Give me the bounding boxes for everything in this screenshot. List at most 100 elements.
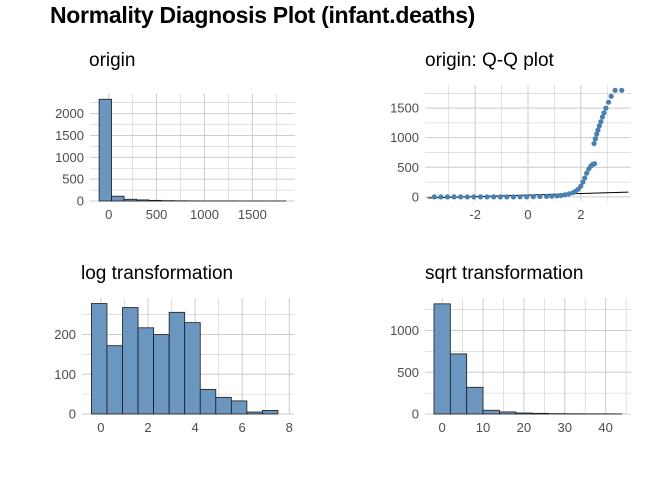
x-tick-label: 20 — [517, 420, 531, 435]
qq-point — [612, 87, 618, 93]
histogram-bar — [168, 311, 186, 415]
qq-point — [601, 110, 607, 116]
histogram-bar — [230, 400, 248, 415]
histogram-bar — [246, 411, 263, 415]
y-tick-label: 0 — [77, 194, 84, 209]
y-tick-label: 0 — [412, 189, 419, 204]
qq-point — [510, 194, 517, 200]
y-tick-label: 200 — [54, 327, 76, 342]
histogram-bar — [122, 307, 139, 415]
x-tick-label: 8 — [286, 420, 293, 435]
y-tick-label: 100 — [54, 367, 76, 382]
x-tick-label: 4 — [191, 420, 198, 435]
histogram-bar — [148, 199, 162, 202]
panel-title-qq: origin: Q-Q plot — [425, 50, 554, 71]
panel-title-sqrt: sqrt transformation — [425, 263, 584, 284]
qq-point — [605, 99, 612, 105]
qq-point — [603, 105, 609, 111]
y-tick-label: 1000 — [390, 130, 419, 145]
x-tick-label: 6 — [239, 420, 246, 435]
qq-point — [608, 93, 614, 99]
qq-point — [562, 192, 568, 198]
qq-point — [464, 194, 470, 200]
qq-point — [580, 179, 586, 185]
qq-point — [549, 193, 555, 199]
histogram-bar — [91, 303, 108, 415]
qq-point — [524, 194, 530, 200]
histogram-bar — [123, 198, 137, 202]
qq-point — [530, 194, 536, 200]
qq-point — [451, 194, 457, 200]
histogram-bar — [498, 411, 517, 415]
panel-origin: 0 500 1000 1500 0 500 1000 1500 2000 — [55, 94, 295, 222]
qq-point — [491, 194, 497, 200]
histogram-bar — [515, 412, 533, 415]
y-tick-label: 500 — [397, 160, 419, 175]
histogram-bar — [466, 386, 484, 415]
x-tick-label: 0 — [439, 420, 446, 435]
histogram-bar — [433, 303, 451, 415]
x-tick-label: 0 — [97, 420, 104, 435]
histogram-bar — [136, 199, 150, 202]
histogram-bar — [531, 412, 549, 415]
qq-point — [554, 193, 560, 199]
page-title: Normality Diagnosis Plot (infant.deaths) — [50, 2, 476, 28]
qq-point — [594, 131, 600, 137]
y-tick-label: 1500 — [390, 101, 419, 116]
qq-point — [517, 194, 523, 200]
qq-point — [471, 194, 477, 200]
qq-point — [438, 194, 444, 200]
y-tick-label: 500 — [397, 365, 419, 380]
panel-sqrt: 0 10 20 30 40 0 500 1000 — [390, 298, 631, 435]
qq-point — [537, 193, 543, 200]
x-tick-label: 10 — [476, 420, 490, 435]
qq-point — [558, 192, 564, 198]
qq-point — [599, 114, 606, 120]
x-tick-label: 2 — [144, 420, 151, 435]
qq-point — [592, 136, 598, 142]
x-tick-label: 0 — [105, 207, 112, 222]
panel-qq: -2 0 2 0 500 1000 1500 — [390, 85, 631, 222]
x-tick-label: 2 — [577, 207, 584, 222]
histogram-bar — [262, 410, 279, 415]
qq-point — [497, 194, 503, 200]
y-tick-label: 2000 — [55, 106, 84, 121]
x-tick-label: -2 — [469, 207, 481, 222]
qq-point — [582, 175, 588, 181]
qq-point — [431, 194, 437, 200]
qq-point — [543, 193, 550, 199]
histogram-bar — [215, 396, 232, 415]
histogram-bar — [106, 345, 123, 415]
histogram-bar — [199, 388, 217, 415]
y-tick-label: 1500 — [55, 128, 84, 143]
qq-point — [477, 194, 484, 200]
qq-point — [584, 170, 590, 176]
x-tick-label: 40 — [598, 420, 612, 435]
qq-point — [444, 194, 451, 200]
qq-point — [484, 194, 490, 200]
qq-point — [578, 183, 584, 189]
histogram-bar — [111, 195, 125, 202]
x-tick-label: 0 — [524, 207, 531, 222]
panel-title-log: log transformation — [81, 263, 234, 284]
histogram-bar — [184, 322, 201, 415]
y-tick-label: 0 — [412, 407, 419, 422]
histogram-bar — [449, 353, 468, 415]
qq-point — [591, 161, 598, 167]
panel-log: 0 2 4 6 8 0 100 200 — [54, 298, 294, 435]
qq-point — [596, 123, 602, 129]
qq-point — [598, 119, 604, 125]
histogram-bar — [482, 409, 500, 415]
y-tick-label: 1000 — [390, 323, 419, 338]
qq-point — [566, 191, 572, 197]
y-tick-label: 1000 — [55, 150, 84, 165]
x-tick-label: 500 — [146, 207, 168, 222]
histogram-bar — [137, 327, 155, 415]
qq-point — [591, 140, 597, 147]
histogram-bar — [153, 334, 170, 415]
y-tick-label: 0 — [69, 407, 76, 422]
x-tick-label: 30 — [558, 420, 572, 435]
y-tick-label: 500 — [62, 172, 84, 187]
histogram-bar — [98, 98, 112, 202]
